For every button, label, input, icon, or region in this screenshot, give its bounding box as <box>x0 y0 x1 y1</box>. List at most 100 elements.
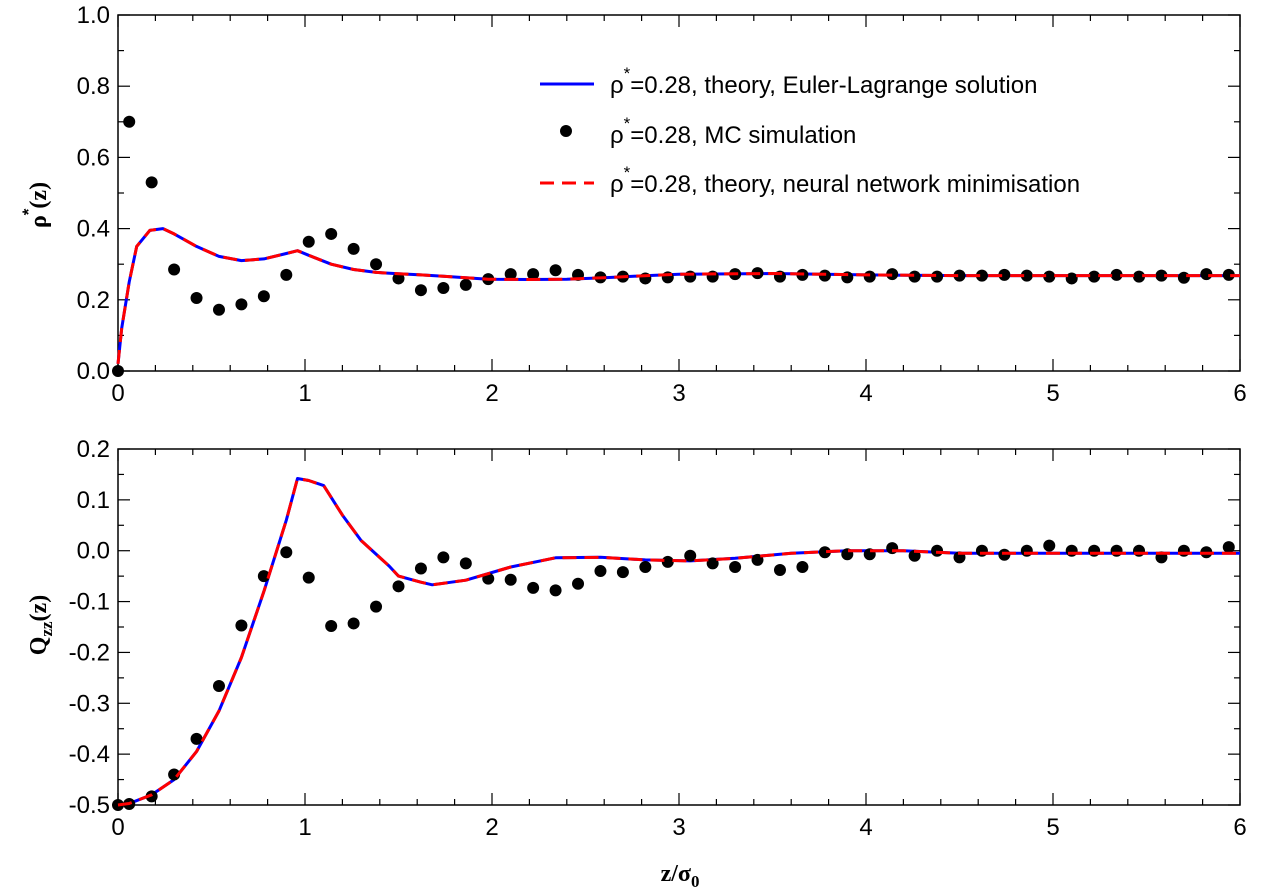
legend-item-euler-lagrange: ρ*=0.28, theory, Euler-Lagrange solution <box>540 64 1037 99</box>
bottom-mc-point <box>392 580 405 593</box>
bottom-y-tick-label: -0.5 <box>69 792 110 819</box>
top-mc-point <box>1043 270 1056 283</box>
bottom-mc-point <box>1043 539 1056 552</box>
top-mc-point <box>190 292 203 305</box>
bottom-mc-point <box>594 565 607 578</box>
top-mc-point <box>1155 269 1168 282</box>
top-mc-point <box>1110 268 1123 281</box>
bottom-mc-point <box>729 560 742 573</box>
legend-label-mc-simulation: ρ*=0.28, MC simulation <box>610 114 856 149</box>
bottom-y-axis-label-sub: zz <box>37 621 56 637</box>
top-x-tick-label: 5 <box>1046 380 1059 407</box>
bottom-y-axis-label: Qzz(z) <box>26 595 56 655</box>
top-y-tick-label: 0.2 <box>77 287 110 314</box>
top-y-axis-label-tail: (z) <box>26 182 52 209</box>
bottom-mc-point <box>706 557 719 570</box>
top-mc-point <box>1177 271 1190 284</box>
top-mc-point <box>437 282 450 295</box>
top-mc-point <box>112 365 124 377</box>
bottom-mc-point <box>886 542 899 555</box>
bottom-mc-point <box>796 560 809 573</box>
top-y-axis-label-sup: * <box>19 208 38 215</box>
legend-sup: * <box>624 163 631 182</box>
top-mc-point <box>998 268 1011 281</box>
legend: ρ*=0.28, theory, Euler-Lagrange solution… <box>540 64 1080 198</box>
bottom-neural-network-line <box>117 477 1240 807</box>
legend-text: =0.28, theory, neural network minimisati… <box>630 171 1080 198</box>
bottom-y-tick-label: 0.2 <box>77 436 110 463</box>
top-y-tick-label: 0.4 <box>77 216 110 243</box>
top-y-axis-label-main: ρ <box>26 215 52 228</box>
top-x-tick-label: 2 <box>485 380 498 407</box>
legend-item-neural-network: ρ*=0.28, theory, neural network minimisa… <box>540 163 1080 198</box>
legend-sup: * <box>624 64 631 83</box>
bottom-mc-point <box>1222 541 1235 554</box>
bottom-mc-point <box>616 566 629 579</box>
top-mc-point <box>325 227 338 240</box>
top-mc-point <box>1200 268 1213 281</box>
bottom-y-tick-label: -0.1 <box>69 589 110 616</box>
bottom-mc-point <box>639 560 652 573</box>
top-mc-point <box>414 284 427 297</box>
bottom-x-tick-label: 0 <box>111 814 124 841</box>
top-mc-point <box>684 270 697 283</box>
x-axis-label-sub: 0 <box>691 872 700 891</box>
top-mc-point <box>123 115 136 128</box>
bottom-y-tick-label: 0.1 <box>77 487 110 514</box>
bottom-mc-point <box>931 544 944 557</box>
bottom-y-axis-label-tail: (z) <box>26 595 52 622</box>
top-x-tick-label: 4 <box>859 380 872 407</box>
legend-label-euler-lagrange: ρ*=0.28, theory, Euler-Lagrange solution <box>610 64 1037 99</box>
bottom-mc-point <box>437 551 450 564</box>
bottom-mc-point <box>325 619 338 632</box>
bottom-y-tick-label: -0.4 <box>69 741 110 768</box>
bottom-x-tick-label: 4 <box>859 814 872 841</box>
top-mc-point <box>212 303 225 316</box>
legend-rho: ρ <box>610 122 624 149</box>
bottom-y-tick-label: 0.0 <box>77 538 110 565</box>
x-axis-label: z/σ0 <box>661 861 700 891</box>
bottom-plot-frame <box>117 448 1241 806</box>
legend-rho: ρ <box>610 171 624 198</box>
bottom-mc-point <box>1133 544 1146 557</box>
top-neural-network-line <box>116 227 1240 365</box>
bottom-mc-point <box>773 564 786 577</box>
top-mc-point <box>1020 269 1033 282</box>
top-mc-point <box>975 269 988 282</box>
bottom-y-axis-label-main: Q <box>26 637 52 656</box>
top-mc-point <box>863 270 876 283</box>
top-mc-point <box>886 268 899 281</box>
bottom-mc-point <box>347 617 360 630</box>
top-mc-simulation-points <box>112 115 1235 377</box>
top-y-tick-label: 0.6 <box>77 144 110 171</box>
legend-label-neural-network: ρ*=0.28, theory, neural network minimisa… <box>610 163 1080 198</box>
bottom-x-tick-label: 1 <box>298 814 311 841</box>
bottom-x-tick-label: 6 <box>1233 814 1246 841</box>
bottom-mc-point <box>414 562 427 575</box>
top-mc-point <box>527 268 540 281</box>
top-mc-point <box>145 176 158 189</box>
top-mc-point <box>1133 270 1146 283</box>
top-mc-point <box>1088 270 1101 283</box>
top-mc-point <box>1065 272 1078 285</box>
bottom-mc-point <box>1065 544 1078 557</box>
top-mc-point <box>257 290 270 303</box>
top-mc-point <box>168 263 181 276</box>
bottom-mc-point <box>257 570 270 583</box>
top-mc-point <box>549 264 562 277</box>
top-mc-point <box>280 268 293 281</box>
bottom-mc-point <box>549 584 562 597</box>
bottom-mc-point <box>975 544 988 557</box>
bottom-mc-point <box>661 555 674 568</box>
top-mc-point <box>953 269 966 282</box>
legend-text: =0.28, theory, Euler-Lagrange solution <box>630 72 1037 99</box>
bottom-mc-point <box>818 546 831 559</box>
top-mc-point <box>370 258 383 271</box>
legend-sup: * <box>624 114 631 133</box>
top-mc-point <box>504 268 517 281</box>
bottom-mc-point <box>1110 544 1123 557</box>
top-x-tick-label: 1 <box>298 380 311 407</box>
top-x-tick-label: 0 <box>111 380 124 407</box>
bottom-mc-point <box>459 557 472 570</box>
